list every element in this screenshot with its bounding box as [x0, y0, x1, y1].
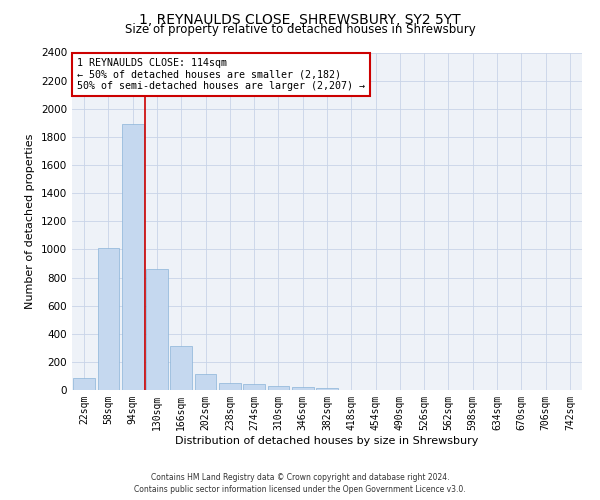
Bar — [243, 384, 265, 390]
Bar — [146, 269, 168, 390]
Text: 1, REYNAULDS CLOSE, SHREWSBURY, SY2 5YT: 1, REYNAULDS CLOSE, SHREWSBURY, SY2 5YT — [139, 12, 461, 26]
Bar — [292, 387, 314, 390]
Bar — [194, 374, 217, 390]
Text: 1 REYNAULDS CLOSE: 114sqm
← 50% of detached houses are smaller (2,182)
50% of se: 1 REYNAULDS CLOSE: 114sqm ← 50% of detac… — [77, 58, 365, 91]
Text: Size of property relative to detached houses in Shrewsbury: Size of property relative to detached ho… — [125, 22, 475, 36]
Bar — [268, 386, 289, 390]
Bar — [73, 378, 95, 390]
Bar — [122, 124, 143, 390]
Bar — [170, 346, 192, 390]
Bar — [316, 388, 338, 390]
Y-axis label: Number of detached properties: Number of detached properties — [25, 134, 35, 309]
Bar — [97, 248, 119, 390]
Bar — [219, 383, 241, 390]
X-axis label: Distribution of detached houses by size in Shrewsbury: Distribution of detached houses by size … — [175, 436, 479, 446]
Text: Contains HM Land Registry data © Crown copyright and database right 2024.
Contai: Contains HM Land Registry data © Crown c… — [134, 472, 466, 494]
